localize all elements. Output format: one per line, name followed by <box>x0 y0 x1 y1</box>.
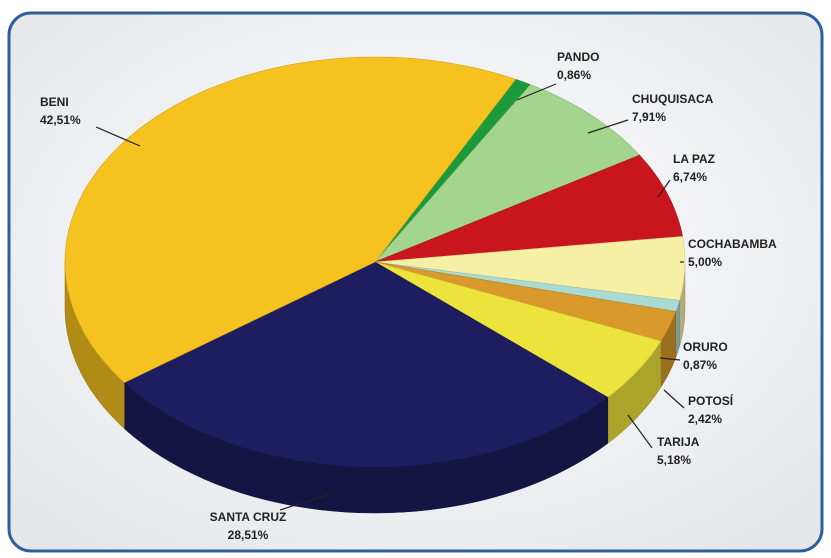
slice-value-label: 0,87% <box>683 358 717 372</box>
slice <box>374 261 662 398</box>
slice-value-label: 28,51% <box>228 528 269 542</box>
slice <box>374 84 641 263</box>
leader-line <box>516 83 557 101</box>
slice-label: POTOSÍ <box>688 393 734 408</box>
slice-value-label: 42,51% <box>40 113 81 127</box>
slice-label: TARIJA <box>657 435 700 449</box>
slice-value-label: 6,74% <box>673 170 707 184</box>
slice-value-label: 7,91% <box>632 110 666 124</box>
slice <box>64 56 517 383</box>
slice-label: COCHABAMBA <box>688 237 777 251</box>
slice-label: SANTA CRUZ <box>210 510 287 524</box>
leader-line <box>279 493 331 511</box>
slice-value-label: 0,86% <box>557 68 591 82</box>
leader-line <box>663 389 685 409</box>
slice-value-label: 5,00% <box>688 255 722 269</box>
labels: PANDO 0,86% CHUQUISACA 7,91% LA PAZ 6,74% COCH… <box>40 50 777 542</box>
leader-line <box>587 119 629 134</box>
slice-label: BENI <box>40 95 69 109</box>
slice-label: LA PAZ <box>673 152 715 166</box>
slice-value-label: 5,18% <box>657 453 691 467</box>
leader-line <box>627 414 653 449</box>
slice-value-label: 2,42% <box>688 412 722 426</box>
slice <box>374 261 677 342</box>
slice-label: PANDO <box>557 50 599 64</box>
pie <box>64 56 686 514</box>
slice <box>374 154 683 263</box>
slice <box>123 261 609 468</box>
leader-line <box>659 357 681 361</box>
slice <box>374 236 686 301</box>
slice-label: CHUQUISACA <box>632 92 714 106</box>
slice-label: ORURO <box>683 340 728 354</box>
leader-line <box>657 179 671 198</box>
leader-line <box>95 126 141 147</box>
